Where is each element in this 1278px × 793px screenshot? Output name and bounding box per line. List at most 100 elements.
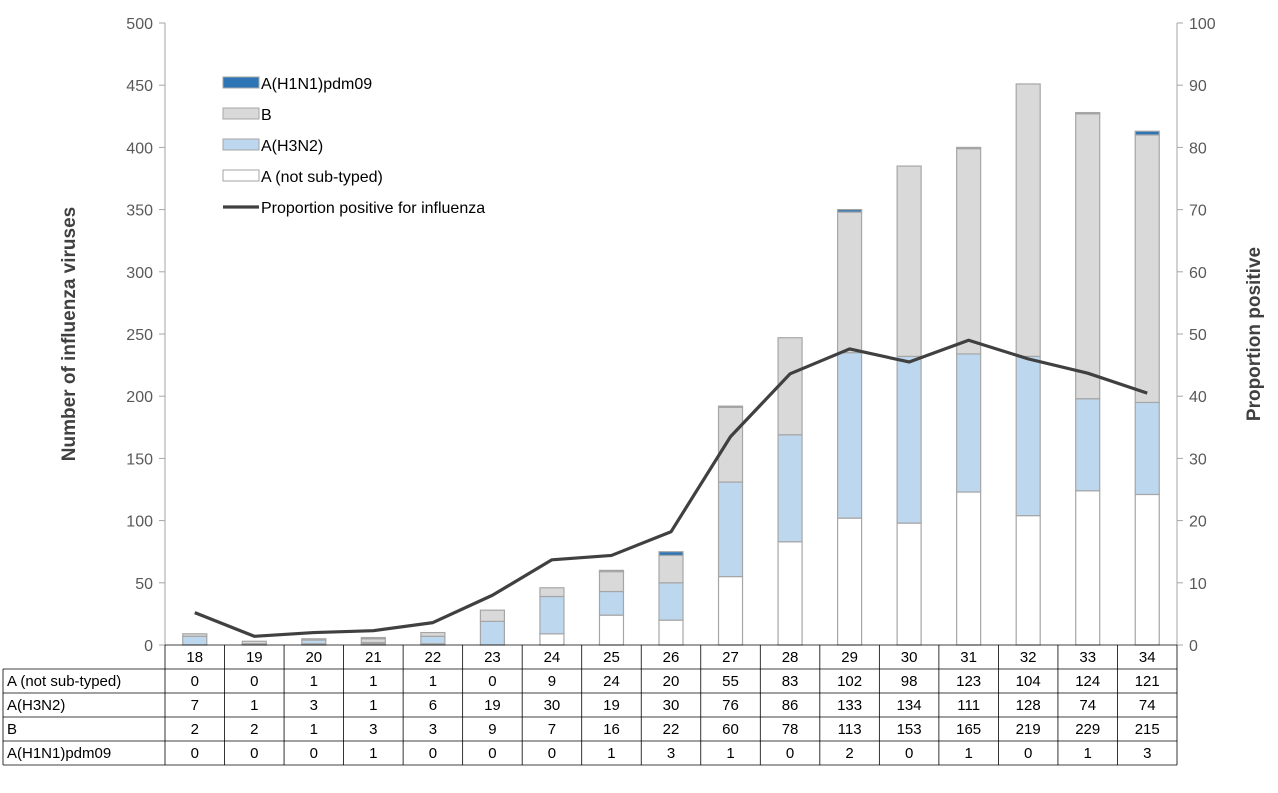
table-cell: 98 (901, 673, 918, 690)
table-cell: 60 (722, 721, 739, 738)
bar-segment-a-h1n1-pdm09 (956, 146, 982, 150)
table-cell: 0 (429, 745, 437, 762)
bar-segment-a-h1n1-pdm09 (360, 636, 386, 640)
table-cell: 1 (1084, 745, 1092, 762)
table-cell: 3 (369, 721, 377, 738)
table-cell: 2 (845, 745, 853, 762)
table-category-label: 22 (425, 649, 442, 666)
bar-segment-a-h3n2- (598, 590, 625, 616)
bar-segment-a-h3n2- (777, 434, 803, 543)
table-cell: 1 (607, 745, 615, 762)
table-cell: 1 (726, 745, 734, 762)
table-category-label: 26 (663, 649, 680, 666)
table-cell: 123 (956, 673, 981, 690)
bar-segment-b (182, 633, 208, 637)
y2-tick-label: 80 (1189, 140, 1207, 157)
y-tick-label: 250 (126, 327, 153, 344)
y2-axis-title: Proportion positive (1244, 247, 1265, 421)
table-cell: 215 (1135, 721, 1160, 738)
bar-segment-b (420, 631, 446, 637)
table-cell: 134 (897, 697, 922, 714)
table-row-label: A(H3N2) (7, 697, 65, 714)
table-cell: 104 (1016, 673, 1041, 690)
table-cell: 3 (310, 697, 318, 714)
legend-swatch (222, 76, 260, 89)
table-category-label: 32 (1020, 649, 1037, 666)
bar-segment-b (717, 406, 744, 483)
y2-tick-label: 70 (1189, 203, 1207, 220)
legend-label: A (not sub-typed) (261, 169, 383, 186)
bar-segment-b (1134, 134, 1160, 404)
table-cell: 0 (905, 745, 913, 762)
bar-segment-a-h1n1-pdm09 (1134, 130, 1160, 136)
bar-segment-a-not-sub-typed- (1075, 490, 1101, 646)
table-category-label: 24 (544, 649, 561, 666)
bar-segment-a-h1n1-pdm09 (717, 405, 744, 408)
table-cell: 24 (603, 673, 620, 690)
table-cell: 1 (369, 745, 377, 762)
bar-segment-a-h1n1-pdm09 (598, 569, 625, 573)
table-cell: 1 (964, 745, 972, 762)
table-cell: 1 (310, 721, 318, 738)
table-cell: 19 (484, 697, 501, 714)
bar-segment-a-h3n2- (717, 481, 744, 578)
table-cell: 16 (603, 721, 620, 738)
table-cell: 0 (548, 745, 556, 762)
table-category-label: 25 (603, 649, 620, 666)
table-cell: 165 (956, 721, 981, 738)
bar-segment-a-not-sub-typed- (658, 619, 684, 646)
y-tick-label: 500 (126, 16, 153, 33)
y2-tick-label: 30 (1189, 451, 1207, 468)
y2-tick-label: 50 (1189, 327, 1207, 344)
table-row-label: A (not sub-typed) (7, 673, 121, 690)
y2-tick-label: 10 (1189, 576, 1207, 593)
proportion-line (194, 338, 1148, 638)
bar-segment-b (539, 587, 565, 598)
table-cell: 9 (488, 721, 496, 738)
table-cell: 2 (250, 721, 258, 738)
table-cell: 124 (1075, 673, 1100, 690)
bar-segment-a-h3n2- (896, 355, 922, 524)
table-cell: 0 (786, 745, 794, 762)
bar-segment-a-h3n2- (1134, 401, 1160, 496)
legend-label: Proportion positive for influenza (261, 200, 485, 217)
table-category-label: 23 (484, 649, 501, 666)
table-cell: 0 (310, 745, 318, 762)
table-row-label: B (7, 721, 17, 738)
bar-segment-a-not-sub-typed- (1015, 515, 1041, 646)
table-cell: 9 (548, 673, 556, 690)
bar-segment-a-h1n1-pdm09 (1075, 111, 1101, 115)
table-cell: 102 (837, 673, 862, 690)
table-cell: 83 (782, 673, 799, 690)
y2-tick-label: 0 (1189, 638, 1198, 655)
table-row-label: A(H1N1)pdm09 (7, 745, 111, 762)
bar-segment-b (301, 638, 327, 641)
bar-segment-b (241, 640, 267, 645)
bar-segment-b (896, 165, 922, 357)
y-axis-title: Number of influenza viruses (59, 207, 80, 461)
table-category-label: 34 (1139, 649, 1156, 666)
table-cell: 6 (429, 697, 437, 714)
y2-tick-label: 60 (1189, 265, 1207, 282)
table-cell: 0 (250, 673, 258, 690)
y2-tick-label: 20 (1189, 514, 1207, 531)
table-cell: 3 (1143, 745, 1151, 762)
bar-segment-b (777, 337, 803, 436)
bar-segment-a-not-sub-typed- (896, 522, 922, 646)
table-cell: 2 (191, 721, 199, 738)
table-cell: 86 (782, 697, 799, 714)
legend-label: A(H3N2) (261, 138, 323, 155)
table-cell: 0 (488, 745, 496, 762)
y-tick-label: 450 (126, 78, 153, 95)
y-tick-label: 400 (126, 140, 153, 157)
table-cell: 30 (663, 697, 680, 714)
table-cell: 111 (957, 697, 980, 714)
y-tick-label: 200 (126, 389, 153, 406)
table-cell: 121 (1135, 673, 1160, 690)
bar-segment-b (658, 554, 684, 584)
bar-segment-a-h3n2- (836, 352, 863, 519)
y-tick-label: 150 (126, 451, 153, 468)
bar-segment-b (1015, 83, 1041, 357)
table-cell: 1 (369, 697, 377, 714)
